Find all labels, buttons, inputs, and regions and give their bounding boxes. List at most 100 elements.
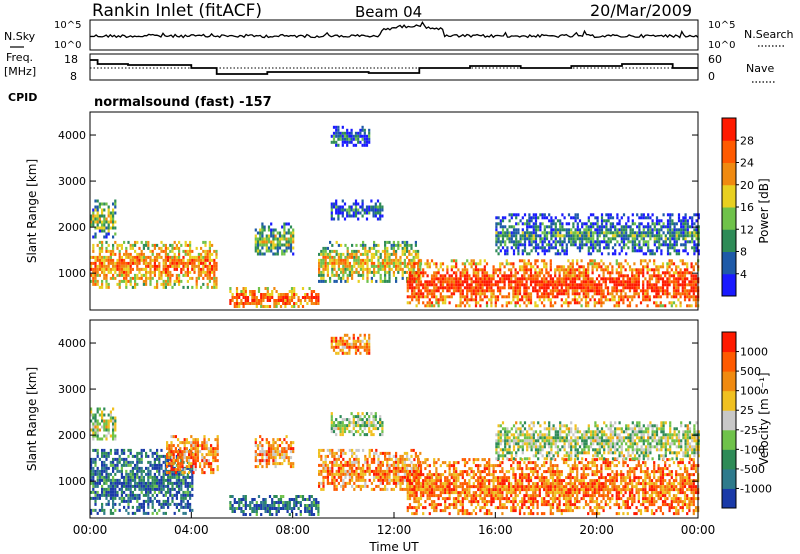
heatmap-cell [229,287,232,290]
heatmap-cell [675,289,678,293]
heatmap-cell [170,444,173,448]
heatmap-cell [437,277,440,281]
heatmap-cell [569,268,572,272]
heatmap-cell [548,240,551,244]
heatmap-cell [335,249,338,253]
heatmap-cell [528,234,531,238]
heatmap-cell [485,286,489,290]
heatmap-cell [145,279,148,283]
heatmap-cell [277,299,280,302]
heatmap-cell [413,289,416,293]
heatmap-cell [607,228,610,232]
heatmap-cell [127,240,130,244]
heatmap-cell [295,504,298,507]
heatmap-cell [359,131,362,135]
heatmap-cell [138,246,141,250]
heatmap-cell [620,216,623,220]
heatmap-cell [639,289,643,293]
heatmap-cell [392,258,395,262]
heatmap-cell [649,252,652,256]
heatmap-cell [662,225,665,229]
heatmap-cell [94,422,97,426]
heatmap-cell [96,407,99,411]
heatmap-cell [536,277,539,281]
heatmap-cell [526,228,529,232]
heatmap-cell [105,493,108,497]
heatmap-cell [205,444,208,448]
heatmap-cell [158,481,161,485]
heatmap-cell [289,225,293,229]
heatmap-cell [415,298,418,302]
heatmap-cell [118,267,121,271]
heatmap-cell [631,240,634,244]
heatmap-cell [362,243,365,247]
heatmap-cell [335,140,338,144]
heatmap-cell [98,478,101,482]
heatmap-cell [288,507,291,510]
heatmap-cell [470,280,473,284]
heatmap-cell [523,289,526,293]
heatmap-cell [598,274,601,278]
heatmap-cell [640,246,643,250]
heatmap-cell [242,498,245,501]
heatmap-cell [348,261,351,265]
heatmap-cell [340,279,343,283]
heatmap-cell [337,258,340,262]
heatmap-cell [591,268,594,272]
heatmap-cell [101,478,104,482]
heatmap-cell [428,304,431,308]
heatmap-cell [107,466,110,470]
heatmap-cell [114,448,117,452]
heatmap-cell [185,456,188,460]
heatmap-cell [105,466,108,470]
heatmap-cell [390,258,393,262]
heatmap-cell [275,495,278,498]
heatmap-cell [412,255,415,259]
heatmap-cell [125,255,128,259]
heatmap-cell [514,277,517,281]
heatmap-cell [574,231,577,235]
heatmap-cell [168,471,171,475]
heatmap-cell [315,296,318,299]
heatmap-cell [684,216,687,220]
heatmap-cell [412,267,415,271]
heatmap-cell [107,229,110,233]
heatmap-cell [563,237,566,241]
heatmap-cell [348,208,351,212]
heatmap-cell [351,267,354,271]
heatmap-cell [605,213,608,217]
heatmap-cell [671,231,674,235]
freq-panel: Freq. [MHz] 18 8 60 0 Nave [4,51,776,83]
heatmap-cell [474,292,478,296]
heatmap-cell [618,243,621,247]
heatmap-cell [463,265,467,269]
heatmap-cell [160,249,163,253]
heatmap-cell [256,447,260,451]
heatmap-cell [332,217,336,221]
heatmap-cell [342,261,345,265]
heatmap-cell [169,261,172,265]
heatmap-cell [512,243,516,247]
heatmap-cell [299,501,302,504]
heatmap-cell [578,234,582,238]
heatmap-cell [125,267,128,271]
heatmap-cell [508,234,511,238]
heatmap-cell [120,475,123,479]
heatmap-cell [560,283,563,287]
heatmap-cell [289,237,293,241]
heatmap-cell [331,454,334,458]
heatmap-cell [668,262,671,266]
heatmap-cell [635,271,638,275]
heatmap-cell [672,262,676,266]
heatmap-cell [551,289,555,293]
heatmap-cell [521,249,524,253]
heatmap-cell [474,286,478,290]
heatmap-cell [147,270,150,274]
heatmap-cell [662,213,665,217]
heatmap-cell [266,293,269,296]
heatmap-cell [285,240,288,244]
heatmap-cell [123,270,126,274]
heatmap-cell [386,279,389,283]
heatmap-cell [357,249,360,253]
heatmap-cell [515,246,518,250]
